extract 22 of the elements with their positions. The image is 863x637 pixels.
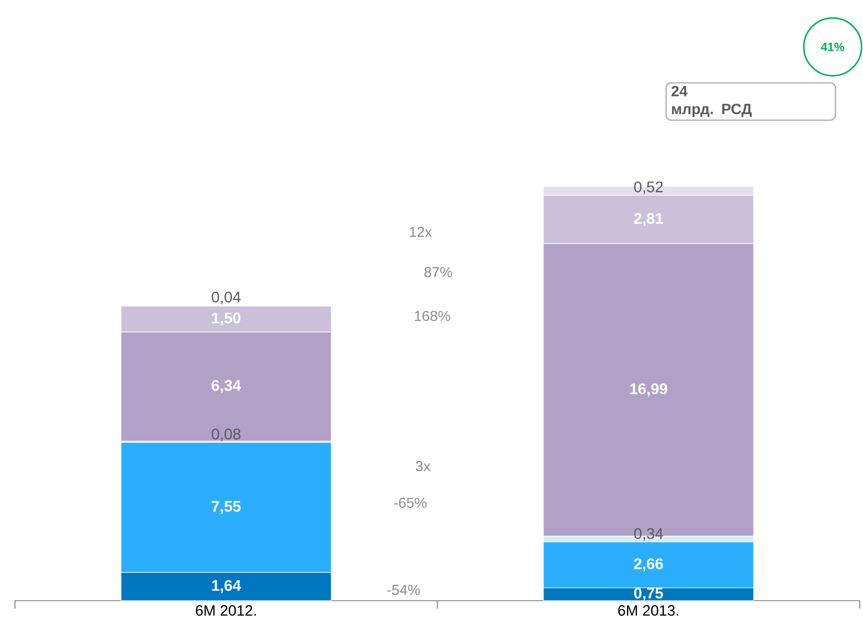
text: 41%: [820, 42, 844, 52]
annotation: -54%: [387, 585, 420, 596]
annotation: 168%: [414, 311, 450, 322]
data-label: 16,99: [630, 384, 668, 397]
x-tick-label: 6М 2013.: [618, 605, 678, 616]
annotation: 87%: [424, 267, 452, 278]
data-label: 1,64: [212, 580, 242, 594]
data-label: 0,52: [634, 182, 663, 194]
data-label: 0,04: [212, 292, 241, 305]
data-label: 6,34: [212, 380, 242, 394]
text: млрд. РСД: [672, 104, 752, 118]
annotation: 12x: [410, 227, 432, 238]
data-label: 7,55: [212, 501, 241, 514]
data-label: 2,81: [634, 213, 664, 226]
text: 24: [672, 86, 688, 96]
data-label: 2,66: [634, 558, 663, 572]
x-tick-label: 6М 2012.: [196, 605, 256, 616]
annotation: 3x: [416, 461, 430, 472]
data-label: 0,75: [634, 588, 664, 602]
annotation: -65%: [394, 498, 427, 508]
data-label: 0,08: [212, 428, 240, 442]
data-label: 1,50: [212, 312, 240, 326]
